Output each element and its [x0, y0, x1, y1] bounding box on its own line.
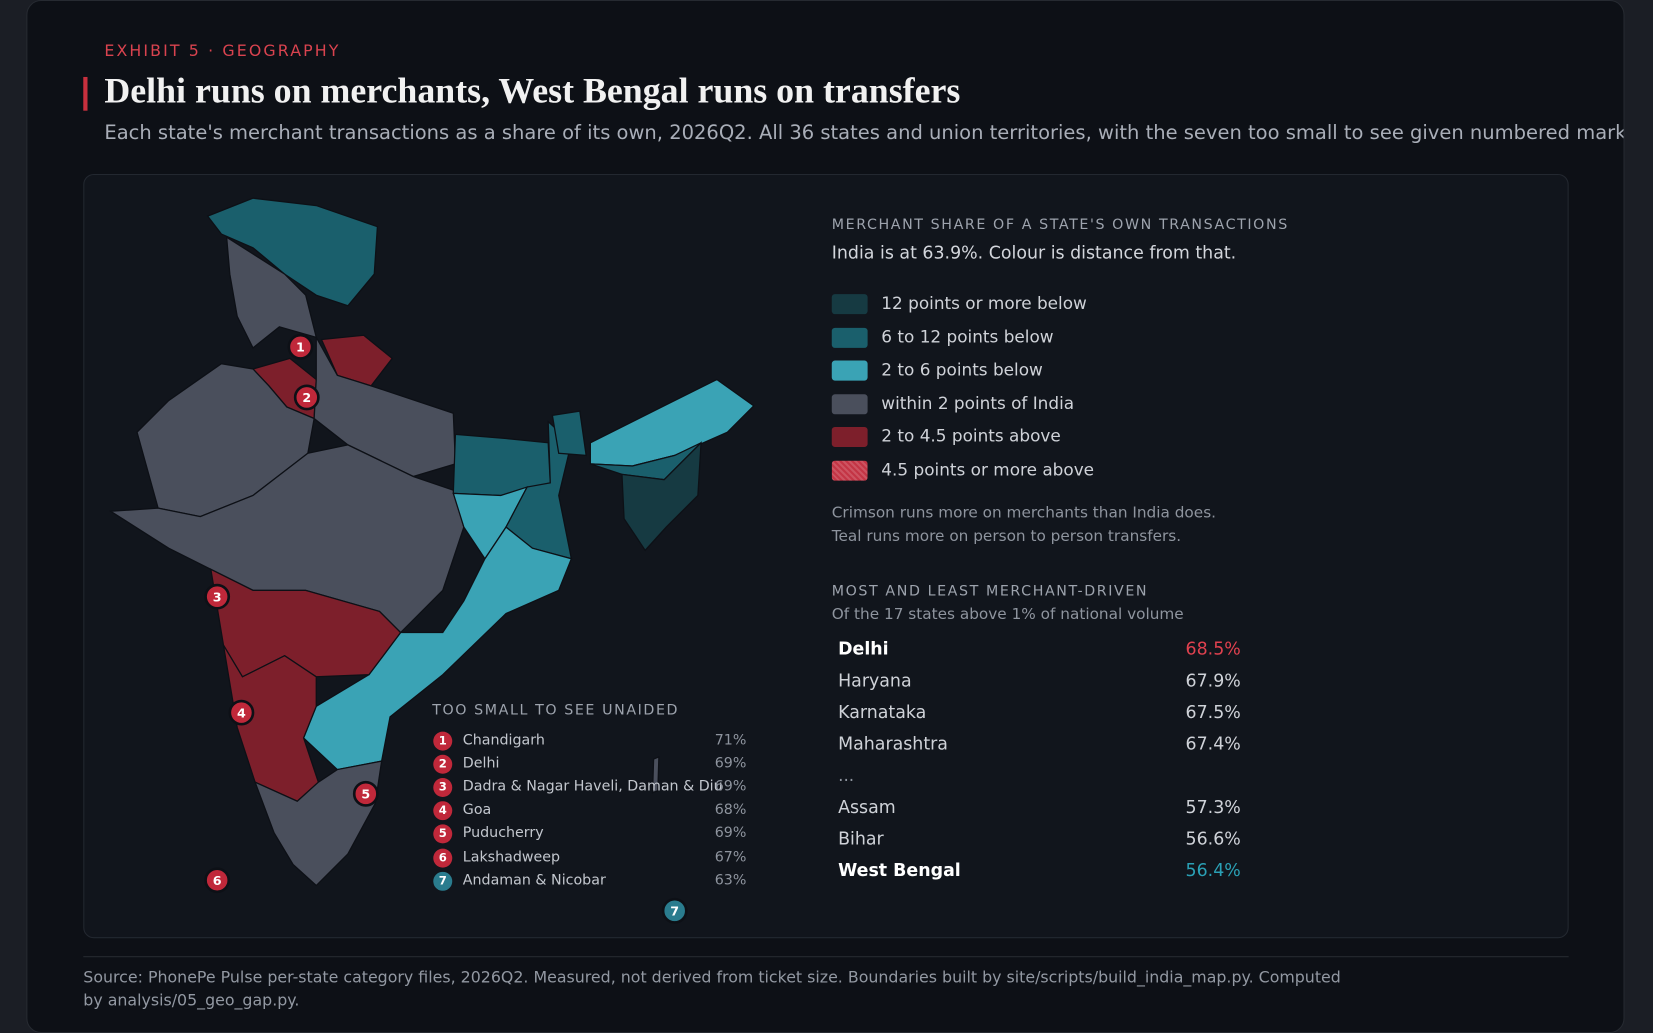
small-value: 63%	[714, 871, 747, 889]
small-name: Dadra & Nagar Haveli, Daman & Diu	[462, 778, 723, 796]
footer-rule	[83, 956, 1569, 958]
ranking-state: Maharashtra	[838, 733, 948, 754]
small-badge: 1	[433, 731, 453, 751]
map-marker	[661, 897, 688, 924]
map-marker-label: 4	[237, 705, 246, 720]
state	[206, 197, 379, 307]
small-badge: 2	[433, 754, 453, 774]
small-value: 67%	[714, 848, 747, 865]
title-bar	[83, 76, 88, 111]
map-marker-label: 1	[296, 340, 305, 355]
map-marker-label: 2	[302, 390, 311, 405]
legend-swatch	[831, 360, 868, 381]
small-value: 71%	[714, 731, 747, 749]
legend-heading: MERCHANT SHARE OF A STATE'S OWN TRANSACT…	[831, 216, 1289, 233]
kicker: EXHIBIT 5 · GEOGRAPHY	[104, 41, 341, 61]
ranking-value: 67.4%	[1185, 733, 1241, 754]
map-marker	[293, 384, 320, 411]
ranking-value: 67.9%	[1185, 670, 1241, 691]
ranking-subheading: Of the 17 states above 1% of national vo…	[831, 606, 1184, 624]
ranking-value: 56.4%	[1185, 860, 1241, 881]
state	[222, 644, 320, 802]
small-badge: 7	[433, 871, 453, 891]
map-marker	[352, 780, 379, 807]
map-marker	[204, 583, 231, 610]
legend-explanation: Teal runs more on person to person trans…	[831, 528, 1182, 546]
small-value: 69%	[714, 754, 747, 772]
footer-source: Source: PhonePe Pulse per-state category…	[83, 967, 1341, 1010]
small-name: Andaman & Nicobar	[462, 871, 606, 889]
map-marker	[204, 867, 231, 894]
state	[589, 378, 755, 467]
small-name: Chandigarh	[462, 731, 545, 749]
map-marker-label: 5	[361, 787, 370, 802]
legend-swatch	[831, 394, 868, 415]
small-badge: 6	[433, 848, 453, 868]
legend-label: 4.5 points or more above	[881, 459, 1095, 480]
ranking-state: Karnataka	[838, 702, 927, 723]
state	[621, 441, 702, 552]
state	[225, 235, 318, 349]
map-marker-label: 7	[670, 904, 679, 919]
ranking-heading: MOST AND LEAST MERCHANT-DRIVEN	[831, 582, 1149, 600]
map-marker-label: 3	[213, 589, 222, 604]
legend-swatch	[831, 327, 868, 348]
ranking-value: 57.3%	[1185, 796, 1241, 818]
ranking-state: Assam	[838, 796, 896, 818]
legend-note: India is at 63.9%. Colour is distance fr…	[831, 242, 1237, 263]
ranking-value: 67.5%	[1185, 702, 1241, 723]
map-marker-label: 6	[213, 873, 222, 888]
legend-label: 12 points or more below	[881, 293, 1087, 314]
ranking-ellipsis: ...	[838, 765, 855, 786]
legend-label: within 2 points of India	[881, 393, 1075, 414]
legend-explanation: Crimson runs more on merchants than Indi…	[831, 504, 1217, 522]
legend-label: 6 to 12 points below	[881, 326, 1054, 347]
ranking-state: Haryana	[838, 670, 912, 691]
small-name: Lakshadweep	[462, 848, 561, 865]
legend-swatch	[831, 427, 868, 448]
state	[551, 410, 587, 457]
small-badge: 5	[433, 824, 453, 844]
small-value: 69%	[714, 778, 747, 796]
title: Delhi runs on merchants, West Bengal run…	[104, 71, 961, 111]
legend-swatch	[831, 460, 868, 481]
small-heading: TOO SMALL TO SEE UNAIDED	[432, 702, 680, 719]
subtitle: Each state's merchant transactions as a …	[104, 122, 1624, 145]
legend-label: 2 to 4.5 points above	[881, 426, 1061, 447]
island	[651, 755, 660, 794]
map-marker	[228, 699, 255, 726]
ranking-state: Delhi	[838, 638, 889, 659]
ranking-state: Bihar	[838, 828, 884, 849]
small-name: Delhi	[462, 754, 500, 772]
ranking-value: 68.5%	[1185, 638, 1241, 659]
small-name: Goa	[462, 801, 492, 819]
map-marker	[287, 333, 314, 360]
small-badge: 3	[433, 778, 453, 798]
legend-label: 2 to 6 points below	[881, 359, 1043, 380]
small-value: 69%	[714, 824, 747, 842]
legend-swatch	[831, 294, 868, 315]
small-name: Puducherry	[462, 824, 544, 842]
small-badge: 4	[433, 801, 453, 821]
ranking-value: 56.6%	[1185, 828, 1241, 849]
state	[253, 760, 383, 887]
small-value: 68%	[714, 801, 747, 819]
ranking-state: West Bengal	[838, 860, 961, 881]
